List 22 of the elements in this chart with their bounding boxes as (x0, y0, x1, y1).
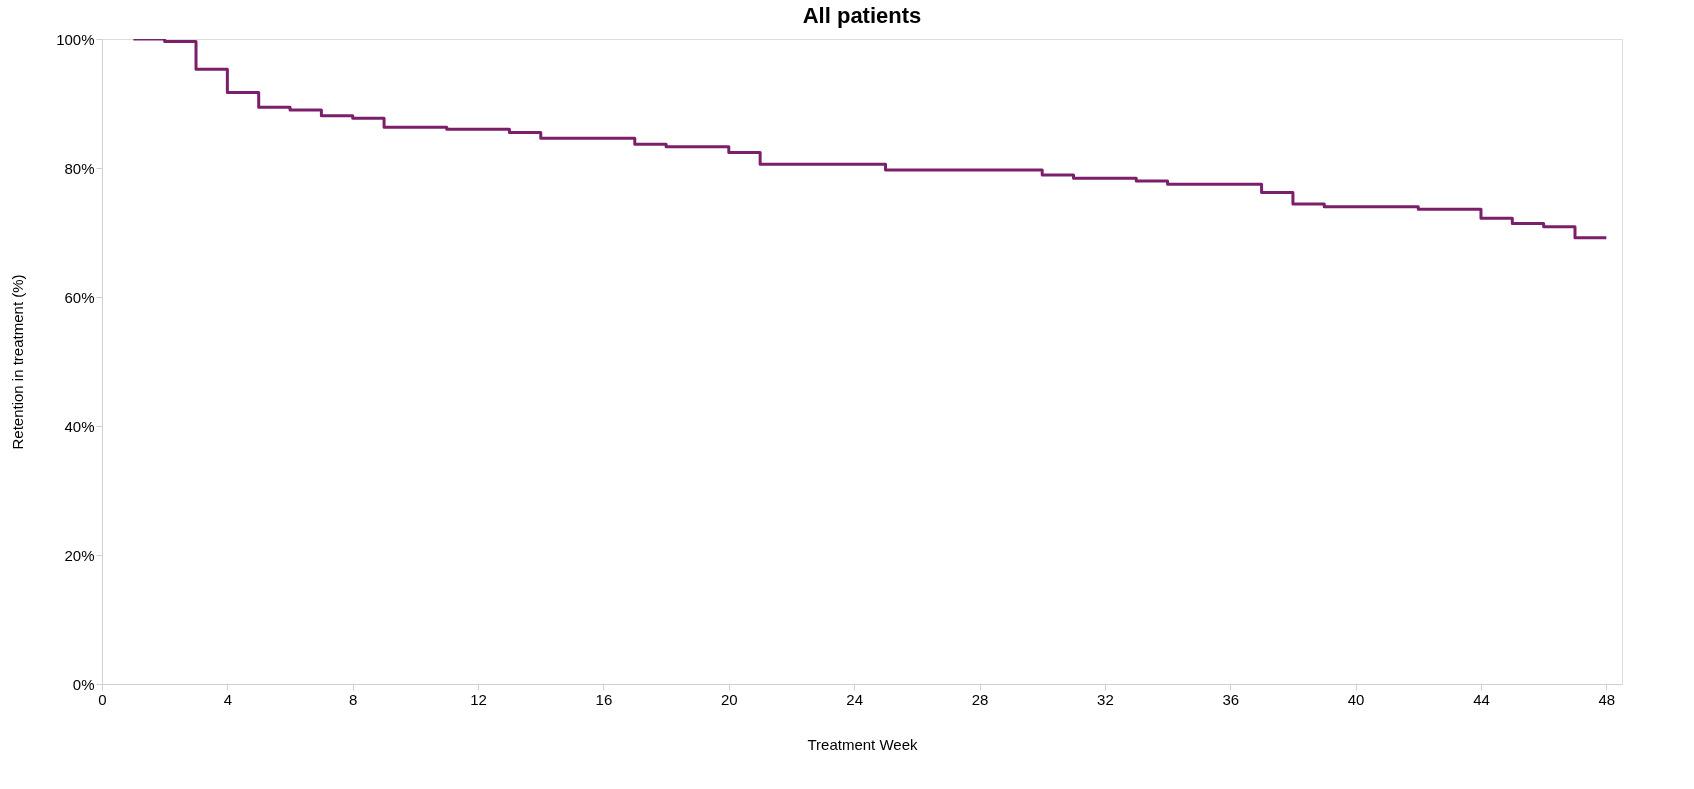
y-axis-title: Retention in treatment (%) (9, 274, 27, 450)
x-tick-label: 40 (1347, 690, 1365, 708)
x-tick-label: 28 (971, 690, 989, 708)
x-axis-title: Treatment Week (807, 735, 919, 753)
y-tick-label: 0% (72, 675, 95, 693)
chart-title: All patients (802, 3, 922, 28)
y-tick-label: 100% (56, 30, 95, 48)
x-tick-label: 20 (720, 690, 738, 708)
x-tick-label: 8 (349, 690, 358, 708)
y-tick-label: 20% (64, 546, 95, 564)
x-tick-label: 48 (1598, 690, 1616, 708)
x-tick-label: 16 (595, 690, 613, 708)
x-tick-label: 24 (846, 690, 864, 708)
x-tick-label: 36 (1222, 690, 1240, 708)
x-tick-label: 0 (98, 690, 107, 708)
x-tick-label: 12 (470, 690, 487, 708)
y-tick-label: 40% (64, 417, 95, 435)
x-tick-label: 4 (223, 690, 233, 708)
x-tick-label: 44 (1473, 690, 1490, 708)
x-tick-label: 32 (1097, 690, 1114, 708)
y-tick-label: 60% (64, 288, 95, 306)
y-tick-label: 80% (64, 159, 95, 177)
